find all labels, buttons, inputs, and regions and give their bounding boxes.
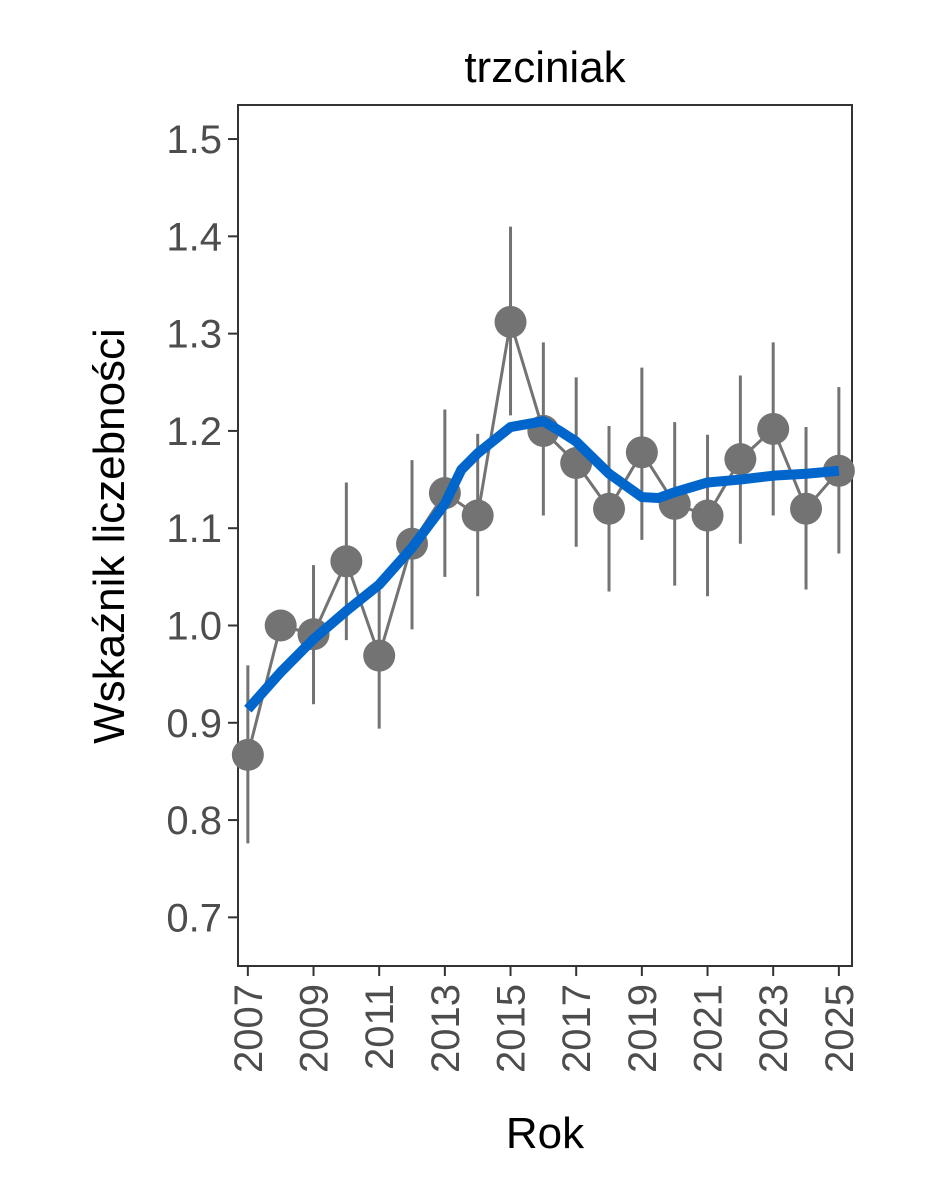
- x-tick-label: 2023: [752, 984, 796, 1073]
- data-point: [790, 492, 823, 525]
- x-tick-label: 2015: [490, 984, 534, 1073]
- x-axis-title: Rok: [506, 1109, 585, 1158]
- data-point: [757, 412, 790, 445]
- data-point: [593, 492, 626, 525]
- data-point: [363, 639, 396, 672]
- y-tick-label: 1.2: [166, 410, 222, 454]
- y-tick-label: 1.5: [166, 118, 222, 162]
- chart-title: trzciniak: [464, 43, 626, 92]
- y-tick-label: 1.1: [166, 507, 222, 551]
- x-tick-label: 2013: [424, 984, 468, 1073]
- data-point: [231, 738, 264, 771]
- data-point: [461, 499, 494, 532]
- x-tick-label: 2021: [687, 984, 731, 1073]
- y-axis-title: Wskaźnik liczebności: [85, 328, 134, 744]
- x-tick-label: 2007: [227, 984, 271, 1073]
- y-tick-label: 1.4: [166, 215, 222, 259]
- trend-line: [244, 416, 840, 713]
- x-tick-label: 2009: [293, 984, 337, 1073]
- plot-panel: [237, 104, 853, 967]
- x-tick-label: 2019: [621, 984, 665, 1073]
- y-tick-label: 0.9: [166, 702, 222, 746]
- data-point: [691, 499, 724, 532]
- x-tick-label: 2025: [818, 984, 862, 1073]
- data-point: [724, 443, 757, 476]
- data-point: [330, 545, 363, 578]
- data-point: [494, 305, 527, 338]
- data-point: [625, 436, 658, 469]
- y-tick-label: 0.7: [166, 896, 222, 940]
- x-tick-label: 2017: [555, 984, 599, 1073]
- y-tick-label: 1.3: [166, 313, 222, 357]
- data-point: [264, 609, 297, 642]
- y-tick-label: 0.8: [166, 799, 222, 843]
- y-tick-label: 1.0: [166, 604, 222, 648]
- x-tick-label: 2011: [358, 984, 402, 1070]
